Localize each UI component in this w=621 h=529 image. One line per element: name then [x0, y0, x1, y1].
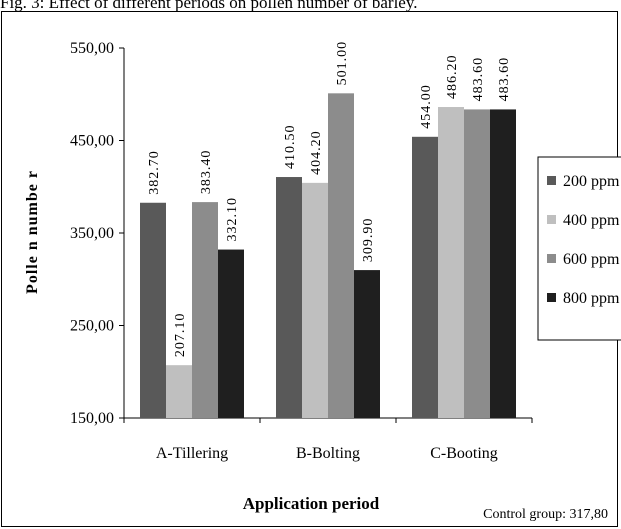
legend-label: 800 ppm: [563, 290, 620, 307]
bars: [140, 93, 516, 419]
data-label: 454.00: [419, 84, 434, 129]
x-tick-label: A-Tillering: [156, 445, 228, 462]
legend-swatch: [547, 215, 556, 224]
y-tick-label: 550,00: [70, 40, 114, 57]
data-label: 483.60: [497, 57, 512, 102]
bar: [302, 182, 328, 418]
bar: [438, 107, 464, 418]
data-label: 486.20: [445, 55, 460, 100]
bar: [412, 136, 438, 419]
y-tick-label: 150,00: [70, 410, 114, 427]
y-tick-label: 450,00: [70, 133, 114, 150]
data-labels: 382.70 207.10 383.40 332.10 410.50 404.20 501.…: [147, 41, 512, 357]
bar: [354, 270, 380, 418]
bar: [140, 202, 166, 418]
legend-label: 400 ppm: [563, 212, 620, 229]
legend-box: [537, 156, 621, 341]
bar: [328, 93, 354, 418]
bar: [490, 109, 516, 419]
data-label: 309.90: [361, 218, 376, 263]
data-label: 383.40: [199, 150, 214, 195]
bar: [166, 365, 192, 418]
x-tick-label: B-Bolting: [296, 445, 360, 462]
bar: [276, 177, 302, 418]
legend-swatch: [547, 176, 556, 185]
data-label: 332.10: [225, 197, 240, 242]
x-tick-label: C-Booting: [430, 445, 498, 462]
legend-label: 600 ppm: [563, 251, 620, 268]
axes: 150,00 250,00 350,00 450,00 550,00 A-Tillerin…: [70, 40, 533, 462]
data-label: 410.50: [283, 125, 298, 170]
data-label: 404.20: [309, 130, 324, 175]
legend-swatch: [547, 293, 556, 302]
legend-label: 200 ppm: [563, 173, 620, 190]
y-axis-title: Polle n numbe r: [24, 170, 41, 294]
data-label: 207.10: [173, 313, 188, 358]
legend-swatch: [547, 254, 556, 263]
data-label: 483.60: [471, 57, 486, 102]
figure-caption: Fig. 3: Effect of different periods on p…: [0, 0, 418, 12]
bar: [464, 109, 490, 419]
data-label: 501.00: [335, 41, 350, 86]
y-tick-label: 350,00: [70, 225, 114, 242]
x-axis-title: Application period: [243, 494, 380, 513]
control-group-note: Control group: 317,80: [483, 507, 608, 522]
legend: 200 ppm 400 ppm 600 ppm 800 ppm: [537, 156, 621, 341]
bar: [192, 202, 218, 418]
bar: [218, 249, 244, 418]
y-tick-label: 250,00: [70, 318, 114, 335]
data-label: 382.70: [147, 150, 162, 195]
